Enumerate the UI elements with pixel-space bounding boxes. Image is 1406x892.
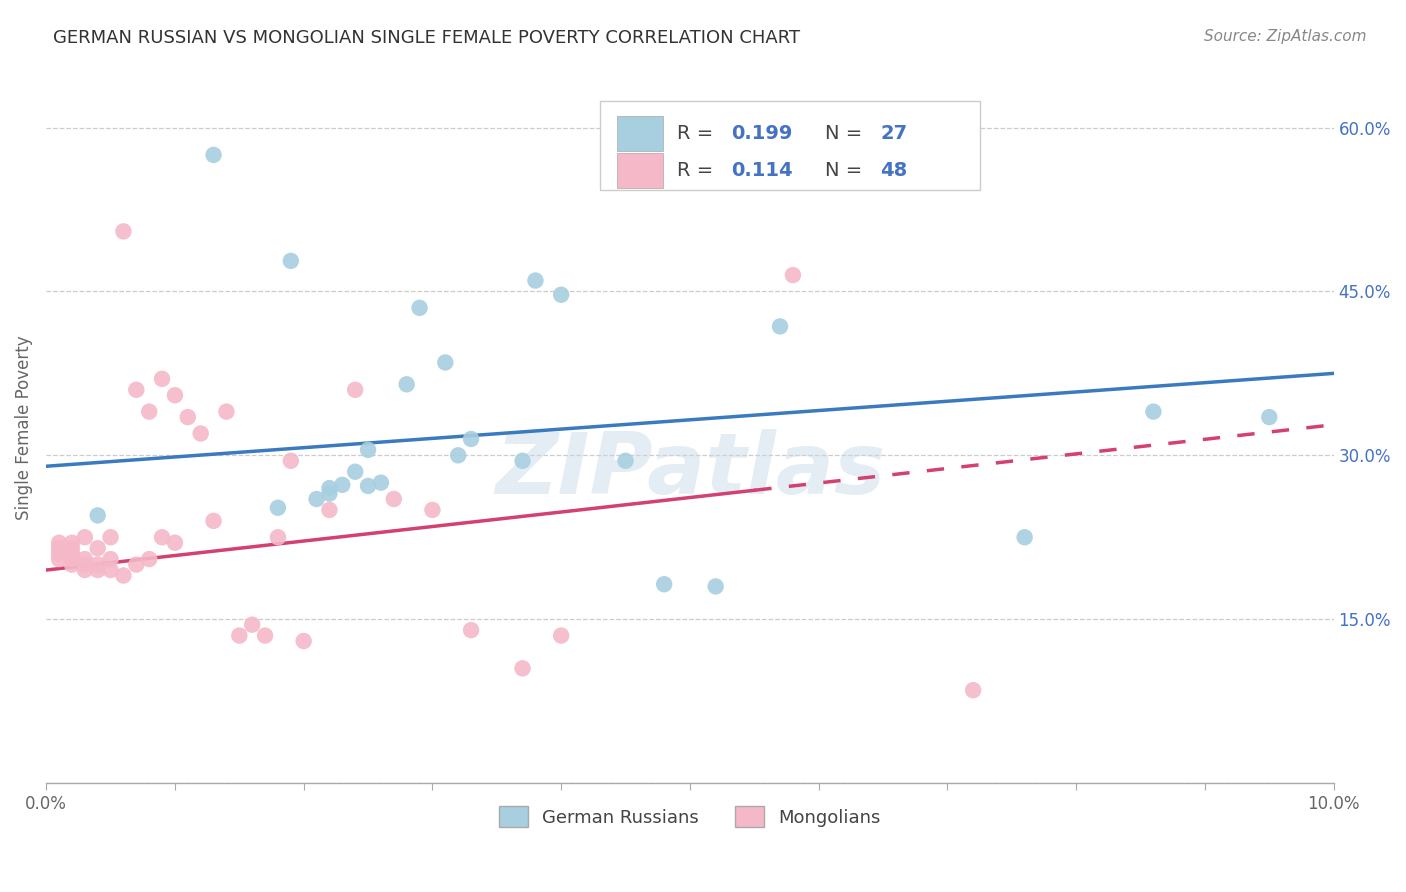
Point — [202, 514, 225, 528]
Point — [202, 148, 225, 162]
Point — [550, 287, 572, 301]
Point — [125, 558, 148, 572]
Text: 0.114: 0.114 — [731, 161, 793, 180]
Point — [86, 508, 108, 523]
Point — [190, 426, 212, 441]
Point — [318, 486, 340, 500]
Point — [344, 383, 367, 397]
Text: N =: N = — [825, 161, 869, 180]
Point — [395, 377, 418, 392]
Point — [254, 629, 277, 643]
Point — [267, 530, 290, 544]
Point — [512, 454, 534, 468]
Point — [125, 383, 148, 397]
Point — [1142, 404, 1164, 418]
Point — [100, 530, 122, 544]
Point — [1014, 530, 1036, 544]
Point — [652, 577, 675, 591]
Point — [422, 503, 444, 517]
Text: R =: R = — [678, 161, 720, 180]
Text: R =: R = — [678, 124, 720, 143]
Point — [177, 410, 200, 425]
Point — [48, 541, 70, 556]
Point — [614, 454, 637, 468]
Point — [60, 558, 83, 572]
Point — [60, 541, 83, 556]
Point — [769, 319, 792, 334]
Point — [318, 481, 340, 495]
Point — [305, 491, 328, 506]
Point — [60, 552, 83, 566]
Point — [150, 530, 173, 544]
Point — [60, 547, 83, 561]
Point — [60, 535, 83, 549]
FancyBboxPatch shape — [617, 153, 662, 188]
Point — [512, 661, 534, 675]
Point — [100, 563, 122, 577]
Text: N =: N = — [825, 124, 869, 143]
Point — [86, 558, 108, 572]
Point — [150, 372, 173, 386]
Point — [73, 552, 96, 566]
Point — [280, 454, 302, 468]
Point — [228, 629, 250, 643]
Point — [48, 535, 70, 549]
FancyBboxPatch shape — [600, 102, 980, 190]
Point — [357, 479, 380, 493]
Point — [447, 448, 470, 462]
Point — [1258, 410, 1281, 425]
Text: ZIPatlas: ZIPatlas — [495, 429, 884, 512]
FancyBboxPatch shape — [617, 116, 662, 151]
Point — [434, 355, 457, 369]
Point — [100, 552, 122, 566]
Text: Source: ZipAtlas.com: Source: ZipAtlas.com — [1204, 29, 1367, 44]
Point — [138, 404, 160, 418]
Point — [292, 634, 315, 648]
Text: 48: 48 — [880, 161, 908, 180]
Point — [408, 301, 430, 315]
Point — [550, 629, 572, 643]
Point — [524, 274, 547, 288]
Point — [962, 683, 984, 698]
Point — [86, 563, 108, 577]
Point — [138, 552, 160, 566]
Point — [782, 268, 804, 282]
Point — [357, 442, 380, 457]
Point — [318, 503, 340, 517]
Point — [112, 224, 135, 238]
Point — [73, 563, 96, 577]
Y-axis label: Single Female Poverty: Single Female Poverty — [15, 335, 32, 520]
Text: 0.199: 0.199 — [731, 124, 793, 143]
Point — [704, 579, 727, 593]
Point — [163, 388, 186, 402]
Point — [215, 404, 238, 418]
Text: GERMAN RUSSIAN VS MONGOLIAN SINGLE FEMALE POVERTY CORRELATION CHART: GERMAN RUSSIAN VS MONGOLIAN SINGLE FEMAL… — [53, 29, 800, 46]
Point — [73, 558, 96, 572]
Point — [48, 547, 70, 561]
Point — [267, 500, 290, 515]
Point — [163, 535, 186, 549]
Point — [280, 253, 302, 268]
Point — [240, 617, 263, 632]
Text: 27: 27 — [880, 124, 908, 143]
Point — [382, 491, 405, 506]
Point — [460, 432, 482, 446]
Point — [344, 465, 367, 479]
Point — [73, 530, 96, 544]
Point — [460, 623, 482, 637]
Point — [86, 541, 108, 556]
Point — [330, 478, 353, 492]
Point — [48, 552, 70, 566]
Point — [112, 568, 135, 582]
Legend: German Russians, Mongolians: German Russians, Mongolians — [492, 799, 889, 834]
Point — [370, 475, 392, 490]
